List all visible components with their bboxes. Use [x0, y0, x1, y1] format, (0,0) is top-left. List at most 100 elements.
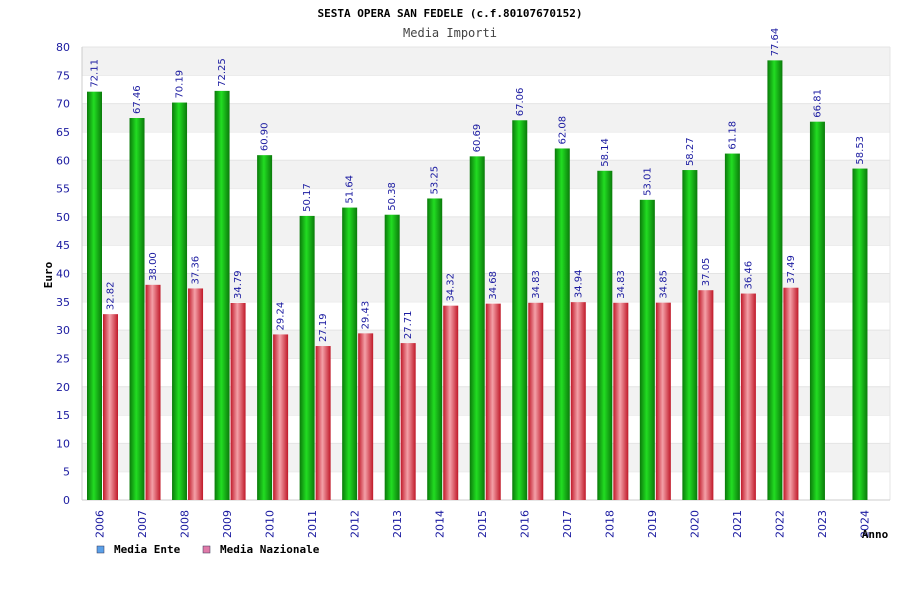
- chart-title: SESTA OPERA SAN FEDELE (c.f.80107670152): [318, 7, 583, 20]
- data-label: 58.14: [600, 138, 611, 167]
- bar-media-ente: [682, 170, 698, 500]
- data-label: 50.38: [387, 182, 398, 211]
- x-tick-label: 2008: [178, 510, 191, 538]
- x-tick-label: 2014: [433, 510, 446, 538]
- y-tick-label: 65: [56, 126, 70, 139]
- legend: Media Ente Media Nazionale: [96, 543, 320, 556]
- x-tick-label: 2015: [476, 510, 489, 538]
- data-label: 51.64: [345, 175, 356, 204]
- x-tick-label: 2009: [221, 510, 234, 538]
- bar-media-ente: [87, 91, 102, 500]
- data-label: 27.19: [318, 313, 329, 342]
- x-tick-label: 2010: [263, 510, 276, 538]
- x-tick-label: 2017: [561, 510, 574, 538]
- legend-label-nazionale: Media Nazionale: [220, 543, 320, 556]
- bar-media-nazionale: [740, 293, 756, 500]
- data-label: 29.24: [276, 302, 287, 331]
- x-tick-label: 2012: [348, 510, 361, 538]
- bar-media-ente: [469, 156, 485, 500]
- x-tick-label: 2022: [774, 510, 787, 538]
- y-tick-label: 20: [56, 381, 70, 394]
- bar-media-ente: [342, 207, 358, 500]
- bars: [87, 60, 868, 501]
- bar-media-ente: [724, 153, 740, 501]
- bar-media-ente: [299, 215, 315, 501]
- data-label: 34.32: [446, 273, 457, 302]
- bar-media-nazionale: [273, 334, 289, 500]
- data-label: 37.36: [191, 256, 202, 285]
- x-axis-ticks: 2006 2007 2008 2009 2010 2011 2012 2013 2014 2015…: [93, 510, 871, 538]
- bar-media-ente: [809, 121, 825, 500]
- y-tick-label: 50: [56, 211, 70, 224]
- bar-media-nazionale: [570, 302, 586, 500]
- data-label: 34.68: [488, 271, 499, 300]
- x-axis-label: Anno: [862, 528, 889, 541]
- grid-band: [82, 47, 890, 76]
- y-tick-label: 5: [63, 466, 70, 479]
- data-label: 77.64: [770, 28, 781, 57]
- bar-media-ente: [852, 168, 868, 501]
- bar-media-nazionale: [315, 346, 331, 500]
- y-tick-label: 10: [56, 437, 70, 450]
- data-label: 50.17: [302, 183, 313, 212]
- data-label: 58.53: [855, 136, 866, 165]
- y-tick-label: 25: [56, 352, 70, 365]
- x-tick-label: 2013: [391, 510, 404, 538]
- y-tick-label: 45: [56, 239, 70, 252]
- y-axis-ticks: 0 5 10 15 20 25 30 35 40 45 50 55 60 65 70 75 80: [56, 41, 70, 507]
- bar-media-ente: [767, 60, 783, 501]
- chart-subtitle: Media Importi: [403, 26, 497, 40]
- y-tick-label: 35: [56, 296, 70, 309]
- x-tick-label: 2020: [689, 510, 702, 538]
- bar-media-nazionale: [188, 288, 204, 500]
- bar-media-ente: [512, 120, 528, 500]
- bar-media-ente: [427, 198, 443, 501]
- x-tick-label: 2016: [519, 510, 532, 538]
- y-tick-label: 30: [56, 324, 70, 337]
- data-label: 34.79: [233, 270, 244, 299]
- data-label: 34.83: [531, 270, 542, 299]
- data-label: 58.27: [685, 137, 696, 166]
- bar-media-ente: [129, 118, 145, 500]
- bar-media-ente: [597, 170, 613, 500]
- bar-media-ente: [384, 214, 400, 500]
- bar-media-nazionale: [655, 302, 671, 500]
- bar-media-ente: [639, 199, 655, 500]
- bar-media-nazionale: [698, 290, 714, 500]
- bar-media-nazionale: [358, 333, 374, 500]
- y-tick-label: 75: [56, 69, 70, 82]
- bar-media-nazionale: [443, 305, 459, 500]
- bar-media-nazionale: [145, 284, 161, 500]
- x-tick-label: 2023: [816, 510, 829, 538]
- data-label: 72.25: [217, 58, 228, 87]
- bar-media-nazionale: [613, 302, 629, 500]
- y-tick-label: 15: [56, 409, 70, 422]
- data-label: 70.19: [175, 70, 186, 99]
- x-tick-label: 2021: [731, 510, 744, 538]
- data-label: 72.11: [90, 59, 101, 88]
- data-label: 37.49: [786, 255, 797, 284]
- data-label: 67.06: [515, 88, 526, 117]
- data-label: 37.05: [701, 258, 712, 287]
- y-tick-label: 0: [63, 494, 70, 507]
- x-tick-label: 2019: [646, 510, 659, 538]
- data-label: 36.46: [743, 261, 754, 290]
- data-label: 53.01: [642, 167, 653, 196]
- bar-media-nazionale: [230, 303, 246, 500]
- data-label: 60.90: [260, 123, 271, 152]
- data-label: 61.18: [727, 121, 738, 150]
- data-label: 29.43: [361, 301, 372, 330]
- bar-media-nazionale: [103, 314, 118, 500]
- y-tick-label: 60: [56, 154, 70, 167]
- y-axis-label: Euro: [42, 261, 55, 288]
- data-label: 62.08: [557, 116, 568, 145]
- x-tick-label: 2018: [604, 510, 617, 538]
- data-label: 38.00: [148, 252, 159, 281]
- data-label: 67.46: [132, 85, 143, 114]
- legend-label-ente: Media Ente: [114, 543, 181, 556]
- data-label: 27.71: [403, 310, 414, 339]
- bar-media-nazionale: [485, 303, 501, 500]
- bar-media-nazionale: [783, 287, 799, 500]
- data-label: 60.69: [472, 124, 483, 153]
